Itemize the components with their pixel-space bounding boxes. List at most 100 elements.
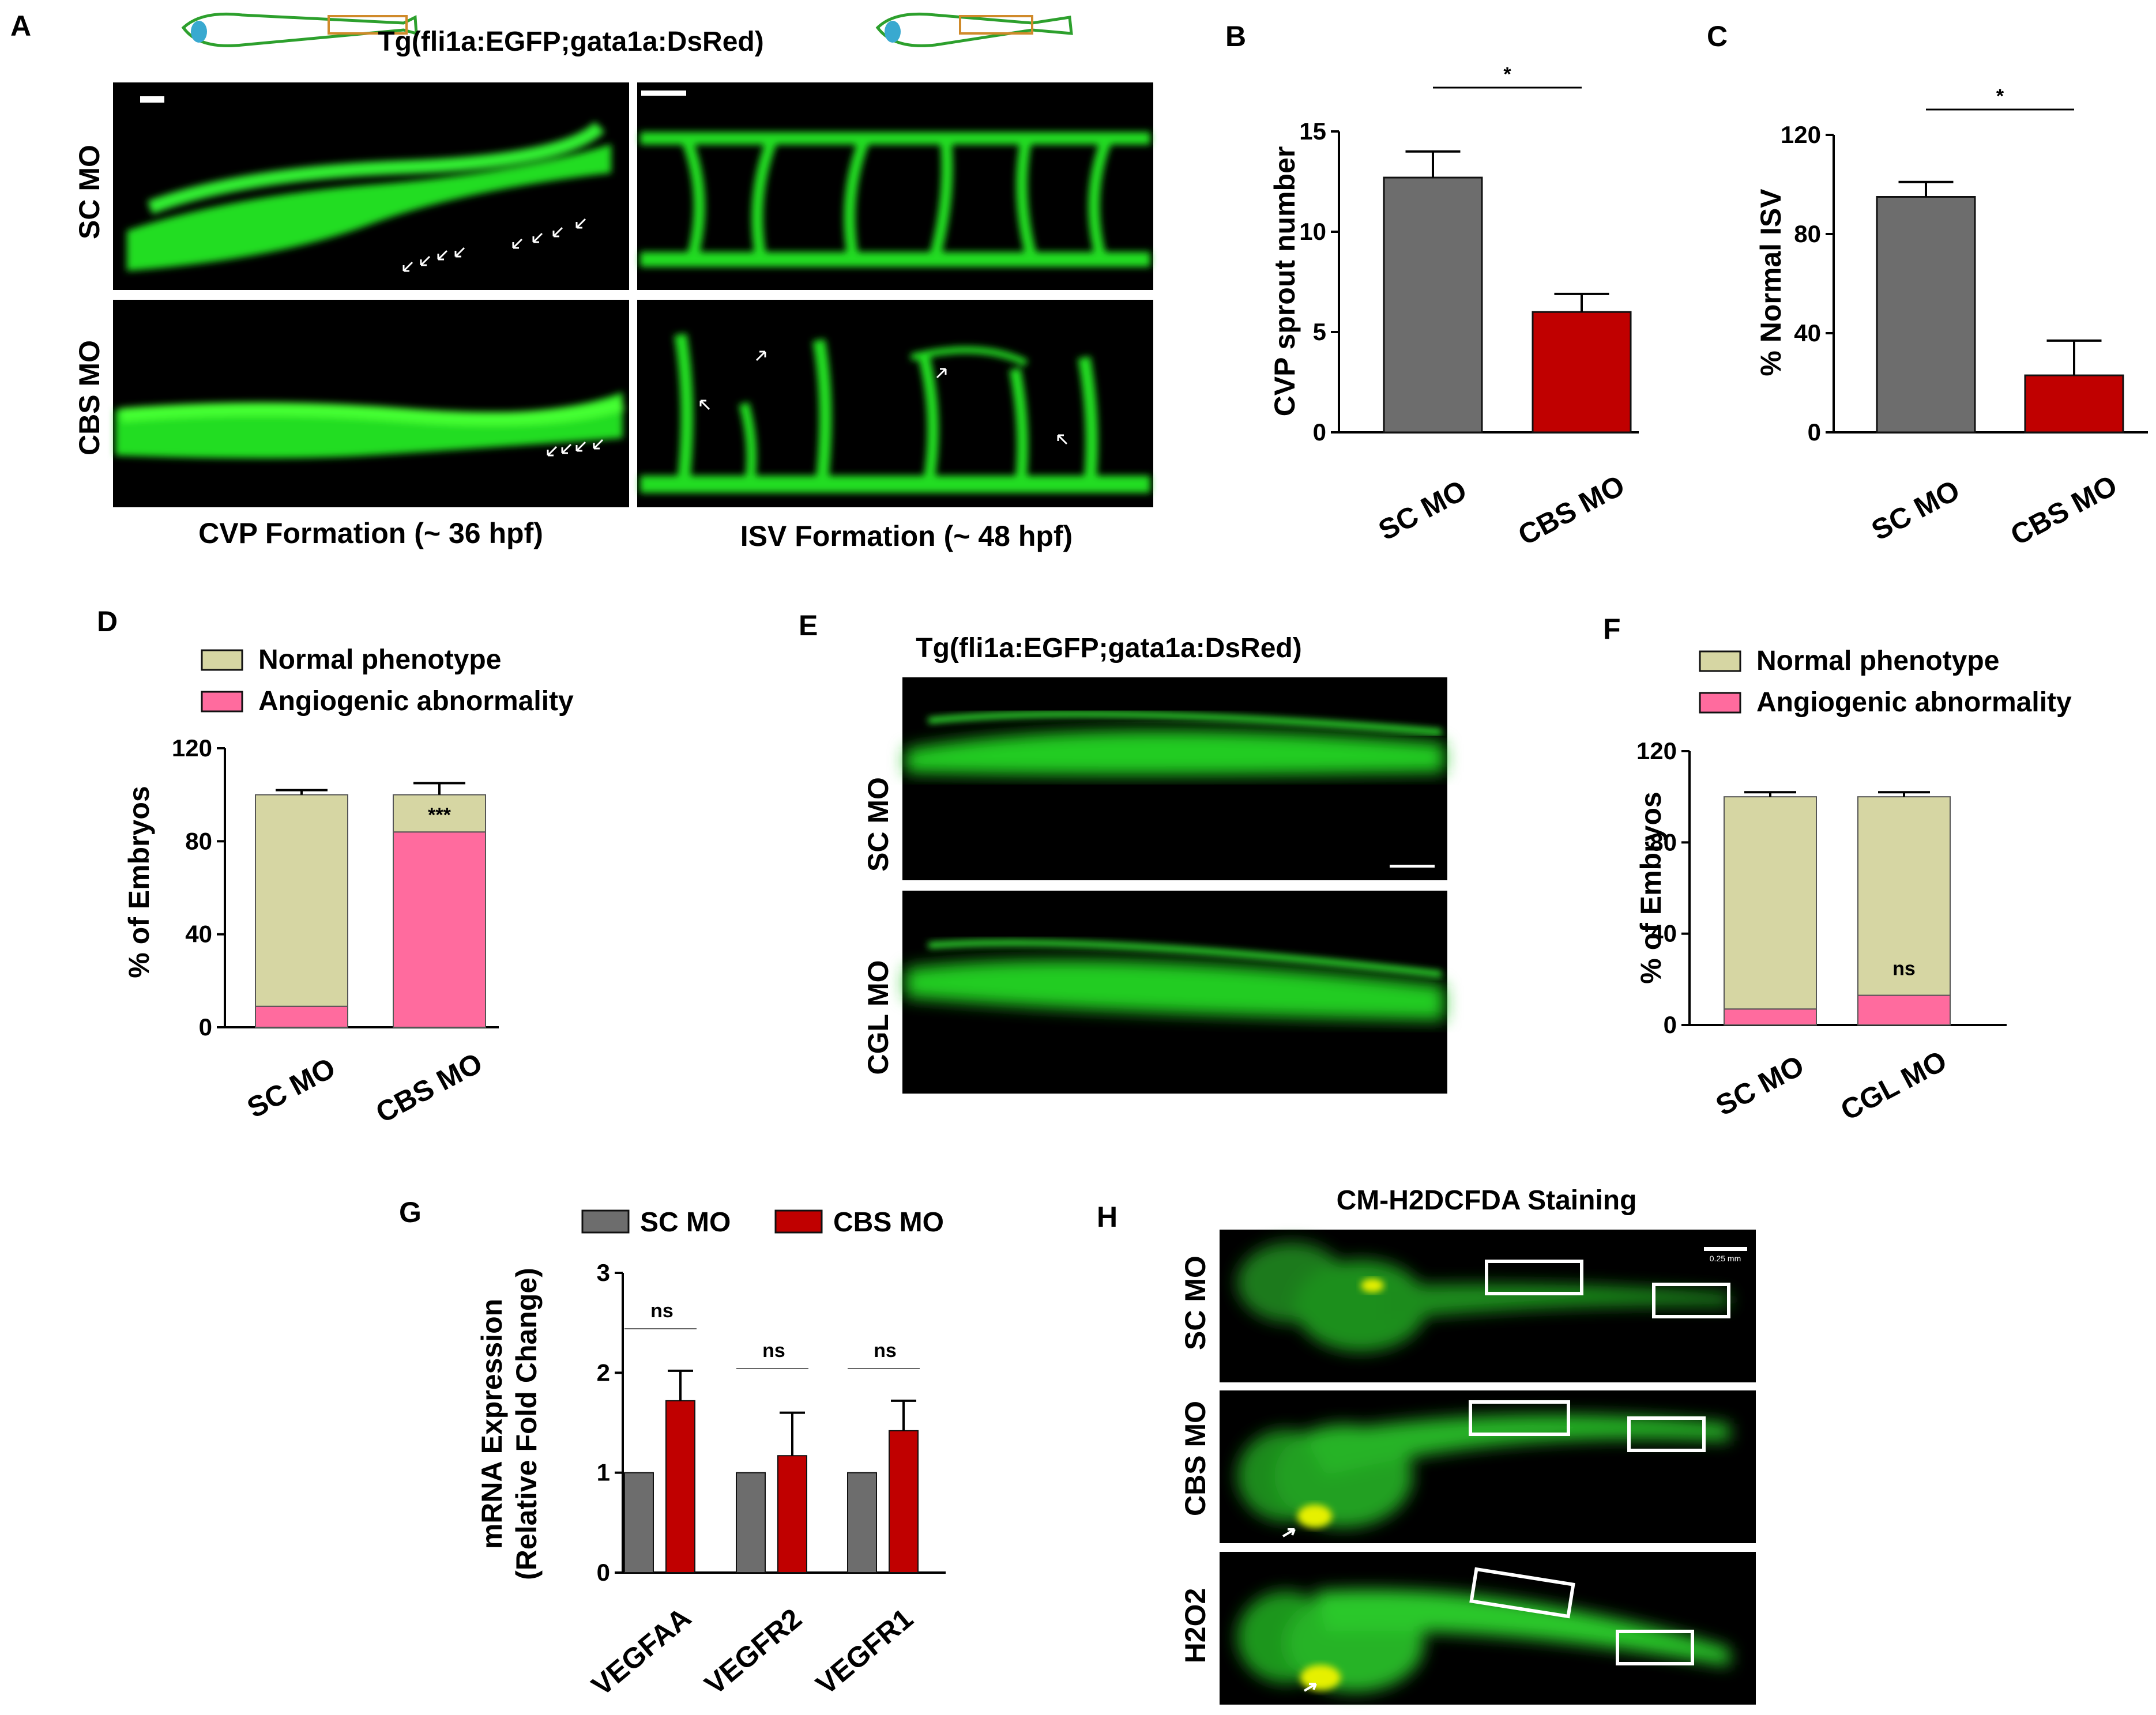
row-label-sc: SC MO: [1179, 1256, 1211, 1350]
legend-label: Angiogenic abnormality: [258, 686, 574, 717]
legend-label: Normal phenotype: [258, 644, 501, 675]
scale-bar: [1390, 865, 1435, 868]
y-tick-label: 40: [185, 921, 212, 948]
arrow-icon: [1303, 1683, 1317, 1692]
panel-letter-f: F: [1603, 613, 1621, 645]
bar-segment: [1724, 796, 1817, 1010]
caption-isv: ISV Formation (~ 48 hpf): [740, 520, 1073, 552]
chart-g: 0 1 2 3 SC MO CBS MO ns VEGFAA ns VEGFR2 ns VEGFR1 m…: [476, 1207, 946, 1702]
x-tick-label: SC MO: [1374, 474, 1472, 546]
bar-segment: [255, 794, 348, 1007]
micrograph-e-cgl: [902, 891, 1447, 1094]
bar-segment: [393, 831, 486, 1028]
y-tick-label: 2: [597, 1359, 610, 1386]
x-tick-label: VEGFR2: [698, 1602, 807, 1701]
legend-label: CBS MO: [833, 1207, 944, 1238]
roi-box: [1469, 1567, 1575, 1619]
legend-label: Angiogenic abnormality: [1756, 687, 2072, 718]
panel-c: C 0 40 80 120 SC MO CBS MO % Normal ISV *: [1707, 20, 2148, 552]
significance-label: ns: [874, 1340, 897, 1362]
bar: [736, 1472, 766, 1574]
bar: [1876, 196, 1976, 434]
row-label-sc: SC MO: [862, 777, 894, 872]
y-tick-label: 120: [172, 734, 212, 762]
x-tick-label: SC MO: [242, 1051, 341, 1124]
y-tick-label: 40: [1650, 920, 1677, 947]
panel-letter-h: H: [1097, 1201, 1117, 1233]
y-axis-title-2: (Relative Fold Change): [510, 1268, 543, 1580]
scale-bar-label: 0.25 mm: [1710, 1254, 1741, 1263]
significance-label: *: [1503, 63, 1511, 85]
x-tick-label: VEGFR1: [810, 1602, 919, 1701]
panel-g: G 0 1 2 3 SC MO CBS MO ns VEGFAA ns VEGFR2 ns VEGFR…: [399, 1196, 946, 1702]
roi-box: [1652, 1283, 1730, 1318]
micrograph-h-sc: 0.25 mm: [1220, 1230, 1756, 1382]
chart-f: 0 40 80 120 Normal phenotype Angiogenic abnor…: [1635, 646, 2072, 1126]
micrograph-h-h2o2: [1220, 1552, 1756, 1705]
panel-letter-a: A: [10, 10, 31, 42]
bar: [1383, 176, 1483, 434]
row-label-sc: SC MO: [73, 145, 106, 239]
roi-box: [1469, 1400, 1570, 1436]
bar-segment: [1857, 796, 1951, 996]
y-tick-label: 0: [1313, 419, 1326, 446]
panel-letter-d: D: [97, 605, 118, 638]
roi-box: [1616, 1630, 1694, 1665]
bar-segment: [1857, 994, 1951, 1026]
micrograph-cvp-sc: [113, 82, 629, 290]
bar: [2024, 374, 2124, 434]
y-tick-label: 5: [1313, 318, 1326, 345]
zebrafish-schematic-icon: [181, 12, 418, 47]
y-tick-label: 40: [1794, 319, 1821, 346]
y-tick-label: 0: [199, 1013, 212, 1041]
caption-cvp: CVP Formation (~ 36 hpf): [198, 517, 543, 549]
y-tick-label: 0: [597, 1559, 610, 1586]
panel-letter-g: G: [399, 1196, 422, 1228]
significance-label: ns: [762, 1340, 785, 1362]
legend-swatch: [201, 691, 243, 713]
legend-label: Normal phenotype: [1756, 646, 1999, 676]
significance-label: ns: [1892, 958, 1916, 980]
bar: [777, 1455, 807, 1573]
scale-bar: [1704, 1247, 1747, 1251]
chart-d: 0 40 80 120 Normal phenotype Angiogenic abnor…: [123, 644, 574, 1129]
scale-bar: [140, 96, 164, 103]
y-axis-title: mRNA Expression: [476, 1299, 508, 1549]
chart-b: 0 5 10 15 SC MO CBS MO CVP sprout number *: [1269, 63, 1639, 552]
zebrafish-schematic-icon: [875, 12, 1073, 47]
significance-label: ns: [650, 1300, 673, 1322]
y-tick-label: 120: [1636, 737, 1677, 764]
x-tick-label: SC MO: [1711, 1049, 1809, 1122]
y-tick-label: 80: [185, 827, 212, 854]
panel-h: H CM-H2DCFDA Staining SC MO CBS MO H2O2 …: [1097, 1185, 1756, 1705]
panel-b: B 0 5 10 15 SC MO CBS MO CVP sprout number *: [1225, 20, 1639, 552]
bar: [624, 1472, 654, 1574]
y-tick-label: 0: [1808, 419, 1821, 446]
panel-a-title: Tg(fli1a:EGFP;gata1a:DsRed): [378, 27, 763, 57]
legend-swatch: [774, 1209, 823, 1234]
region-box: [328, 15, 408, 35]
panel-e-title: Tg(fli1a:EGFP;gata1a:DsRed): [916, 633, 1301, 664]
x-tick-label: CBS MO: [1513, 469, 1630, 551]
legend-swatch: [581, 1209, 630, 1234]
legend-swatch: [1699, 692, 1741, 714]
bar: [847, 1472, 877, 1574]
panel-letter-e: E: [799, 609, 818, 642]
y-tick-label: 3: [597, 1259, 610, 1286]
legend-label: SC MO: [640, 1207, 731, 1238]
micrograph-h-cbs: [1220, 1390, 1756, 1543]
chart-c: 0 40 80 120 SC MO CBS MO % Normal ISV *: [1755, 85, 2148, 552]
micrograph-cvp-cbs: [113, 300, 629, 507]
x-tick-label: CGL MO: [1835, 1045, 1952, 1127]
panel-d: D 0 40 80 120 Normal phenotype Angiogenic abn…: [97, 605, 574, 1129]
y-tick-label: 80: [1794, 220, 1821, 247]
x-tick-label: VEGFAA: [585, 1601, 697, 1702]
y-tick-label: 1: [597, 1459, 610, 1486]
y-tick-label: 10: [1299, 218, 1326, 245]
y-axis-title: % of Embryos: [123, 786, 155, 978]
panel-h-title: CM-H2DCFDA Staining: [1337, 1185, 1637, 1216]
roi-box: [1627, 1416, 1706, 1452]
arrow-icon: [1282, 1528, 1296, 1537]
bar: [889, 1430, 919, 1574]
